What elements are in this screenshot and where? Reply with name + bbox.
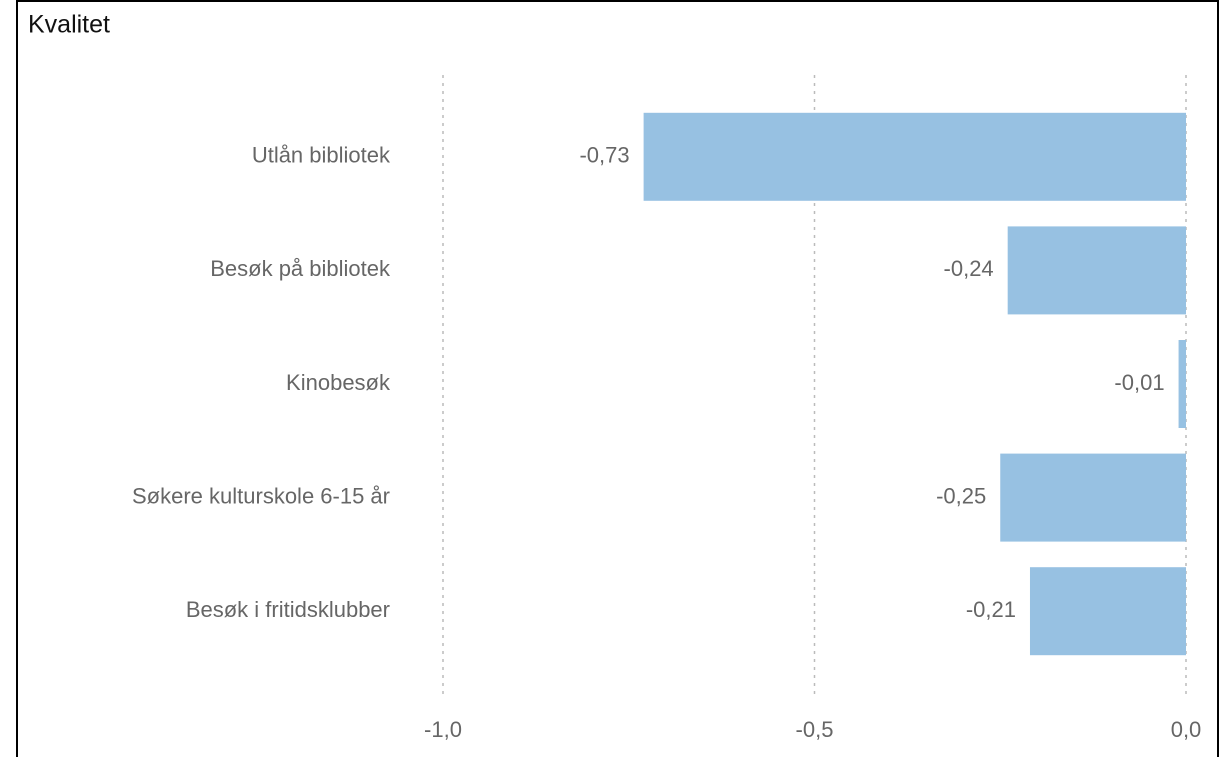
frame (16, 0, 1219, 757)
bar (1178, 340, 1186, 428)
data-label: -0,01 (1114, 370, 1164, 395)
y-tick-label: Besøk på bibliotek (210, 256, 391, 281)
bar (1007, 226, 1186, 315)
bar (643, 112, 1186, 201)
x-tick-label: 0,0 (1171, 717, 1202, 742)
y-tick-label: Kinobesøk (286, 370, 391, 395)
y-tick-label: Besøk i fritidsklubber (186, 597, 390, 622)
x-tick-label: -0,5 (796, 717, 834, 742)
y-tick-label: Utlån bibliotek (252, 143, 391, 168)
data-label: -0,24 (944, 256, 994, 281)
data-label: -0,21 (966, 597, 1016, 622)
data-label: -0,25 (936, 483, 986, 508)
x-tick-label: -1,0 (424, 717, 462, 742)
bar (1000, 453, 1186, 542)
y-tick-label: Søkere kulturskole 6-15 år (132, 483, 390, 508)
bar (1029, 567, 1186, 656)
data-label: -0,73 (579, 143, 629, 168)
chart-title: Kvalitet (28, 11, 110, 39)
